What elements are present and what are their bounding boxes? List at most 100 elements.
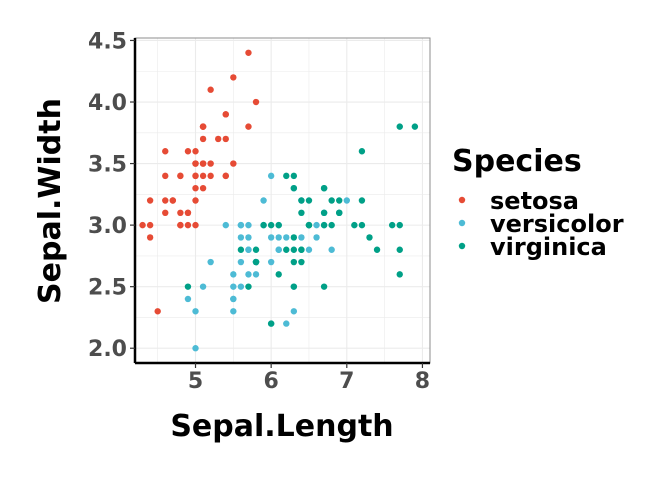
data-point-virginica xyxy=(290,172,298,180)
plot-panel xyxy=(133,37,431,365)
data-point-setosa xyxy=(192,221,199,229)
y-tick-label: 2.5 xyxy=(88,276,127,301)
legend-label-virginica: virginica xyxy=(490,233,607,261)
data-point-virginica xyxy=(358,148,366,155)
data-point-versicolor xyxy=(184,295,192,303)
data-point-setosa xyxy=(222,172,229,180)
y-axis-ticks: 2.0 2.5 3.0 3.5 4.0 4.5 xyxy=(88,29,135,362)
data-point-versicolor xyxy=(283,320,290,327)
legend-label-setosa: setosa xyxy=(490,187,579,215)
data-point-virginica xyxy=(305,197,313,204)
data-point-versicolor xyxy=(245,221,252,229)
data-point-virginica xyxy=(336,209,343,217)
x-axis-title: Sepal.Length xyxy=(170,409,393,444)
data-point-virginica xyxy=(298,209,305,217)
x-tick-label: 6 xyxy=(263,369,278,394)
data-point-virginica xyxy=(396,246,403,253)
data-point-versicolor xyxy=(275,234,282,241)
x-axis-ticks: 5 6 7 8 xyxy=(188,363,430,394)
x-tick-label: 8 xyxy=(415,369,430,394)
data-point-setosa xyxy=(177,209,184,217)
data-point-virginica xyxy=(396,123,403,130)
data-point-versicolor xyxy=(313,234,320,241)
data-point-setosa xyxy=(192,197,199,204)
data-point-versicolor xyxy=(230,283,237,290)
data-point-setosa xyxy=(230,160,237,167)
data-point-versicolor xyxy=(328,246,335,253)
data-point-virginica xyxy=(320,209,328,217)
data-point-versicolor xyxy=(245,246,252,253)
data-point-virginica xyxy=(388,221,396,229)
data-point-virginica xyxy=(320,184,328,192)
data-point-versicolor xyxy=(267,172,275,180)
data-point-virginica xyxy=(320,283,328,290)
data-point-virginica xyxy=(290,246,298,253)
data-point-setosa xyxy=(199,135,207,143)
data-point-virginica xyxy=(411,123,419,130)
y-tick-label: 2.0 xyxy=(88,337,127,362)
data-point-versicolor xyxy=(252,271,260,278)
data-point-virginica xyxy=(283,172,290,180)
data-point-versicolor xyxy=(237,258,245,266)
data-point-versicolor xyxy=(237,283,245,290)
data-point-setosa xyxy=(169,197,177,204)
data-point-versicolor xyxy=(230,271,237,278)
data-point-virginica xyxy=(290,283,298,290)
legend-key-virginica xyxy=(458,242,466,250)
data-point-setosa xyxy=(192,148,199,155)
data-point-setosa xyxy=(199,160,207,167)
data-point-versicolor xyxy=(192,308,199,315)
y-tick-label: 4.5 xyxy=(88,29,127,54)
data-point-versicolor xyxy=(283,234,290,241)
data-point-versicolor xyxy=(275,246,282,253)
data-point-virginica xyxy=(328,197,335,204)
data-point-virginica xyxy=(267,221,275,229)
data-point-virginica xyxy=(396,221,403,229)
data-point-setosa xyxy=(177,172,184,180)
data-point-setosa xyxy=(162,209,169,217)
data-point-versicolor xyxy=(237,221,245,229)
data-point-versicolor xyxy=(305,246,313,253)
data-point-setosa xyxy=(146,197,154,204)
data-point-virginica xyxy=(275,271,282,278)
data-point-setosa xyxy=(207,86,214,93)
data-points xyxy=(139,49,419,352)
data-point-versicolor xyxy=(298,234,305,241)
data-point-virginica xyxy=(252,246,260,253)
data-point-virginica xyxy=(358,221,366,229)
x-tick-label: 5 xyxy=(188,369,203,394)
data-point-versicolor xyxy=(267,258,275,266)
panel-background xyxy=(135,38,430,363)
data-point-setosa xyxy=(162,148,169,155)
data-point-setosa xyxy=(192,184,199,192)
data-point-versicolor xyxy=(313,221,320,229)
data-point-virginica xyxy=(351,221,358,229)
data-point-setosa xyxy=(207,160,214,167)
legend-key-versicolor xyxy=(458,219,466,227)
data-point-virginica xyxy=(245,283,252,290)
data-point-virginica xyxy=(358,197,366,204)
data-point-virginica xyxy=(275,221,282,229)
data-point-versicolor xyxy=(199,283,207,290)
data-point-versicolor xyxy=(343,197,350,204)
data-point-setosa xyxy=(184,209,192,217)
data-point-virginica xyxy=(290,184,298,192)
data-point-versicolor xyxy=(207,258,214,266)
data-point-setosa xyxy=(230,74,237,81)
y-tick-label: 3.0 xyxy=(88,214,127,239)
data-point-setosa xyxy=(162,172,169,180)
y-axis-title: Sepal.Width xyxy=(33,98,68,304)
data-point-virginica xyxy=(366,234,373,241)
legend-key-setosa xyxy=(458,196,466,204)
data-point-setosa xyxy=(139,221,146,229)
data-point-virginica xyxy=(237,246,245,253)
data-point-setosa xyxy=(154,308,161,315)
x-tick-label: 7 xyxy=(339,369,354,394)
data-point-setosa xyxy=(177,221,184,229)
data-point-setosa xyxy=(162,197,169,204)
data-point-virginica xyxy=(267,320,275,327)
data-point-versicolor xyxy=(230,295,237,303)
